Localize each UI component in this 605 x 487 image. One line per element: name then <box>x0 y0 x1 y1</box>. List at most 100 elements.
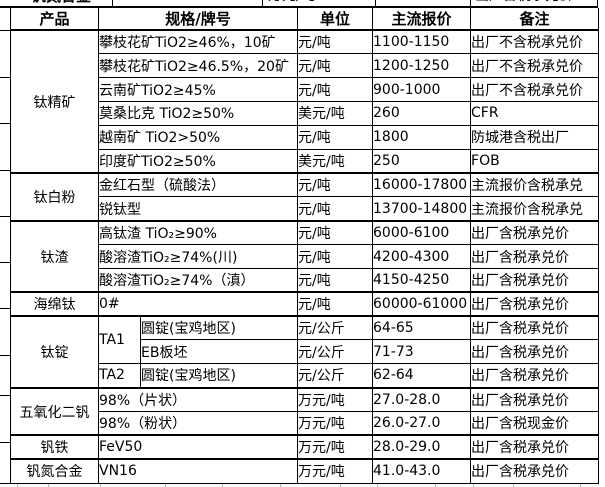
table-row: 越南矿 TiO2>50% 元/吨 1800 防城港含税出厂 <box>11 124 600 150</box>
note-cell: 防城港含税出厂 <box>470 124 600 150</box>
table-row: 钛锭 TA1 圆锭(宝鸡地区) 元/公斤 64-65 出厂含税承兑价 <box>10 315 600 389</box>
table-row: 钛渣 高钛渣 TiO₂≥90% 元/吨 6000-6100 出厂含税承兑价 <box>10 219 600 293</box>
price-cell: 4200-4300 <box>372 244 472 269</box>
column-line <box>165 484 166 487</box>
price-cell: 28.0-29.0 <box>372 434 472 460</box>
column-line <box>340 484 341 487</box>
note-cell: 出厂含税承兑价 <box>470 267 600 293</box>
note-cell: 出厂含税承兑价 <box>470 219 600 246</box>
price-cell: 41.0-43.0 <box>372 458 472 484</box>
spec-cell: 圆锭(宝鸡地区) <box>139 363 299 389</box>
previous-row-spec: VN16 <box>118 0 156 6</box>
spec-cell: 金红石型（硫酸法） <box>97 172 299 198</box>
cell-border <box>262 0 263 6</box>
left-table-stub <box>0 77 10 78</box>
spec-cell: 越南矿 TiO2>50% <box>97 124 299 150</box>
note-cell: 出厂含税承兑价 <box>470 458 600 484</box>
col-header-spec: 规格/牌号 <box>97 8 299 31</box>
product-cell: 钛锭 <box>10 315 99 389</box>
grade-cell: TA1 <box>98 315 141 365</box>
table-row: 印度矿TiO2≥50% 美元/吨 250 FOB <box>11 148 600 174</box>
product-cell: 海绵钛 <box>10 291 99 317</box>
unit-cell: 美元/吨 <box>297 101 374 126</box>
column-line <box>17 484 18 487</box>
note-cell: 出厂不含税承兑价 <box>470 77 600 103</box>
note-cell: 出厂含税现金价 <box>470 411 600 436</box>
table-row: 钛精矿 攀枝花矿TiO2≥46%，10矿 元/吨 1100-1150 出厂不含税承兑价 <box>10 28 600 174</box>
unit-cell: 元/吨 <box>297 267 374 293</box>
col-header-price: 主流报价 <box>372 8 472 31</box>
column-line <box>473 484 474 487</box>
price-cell: 64-65 <box>372 315 472 341</box>
previous-row-price: 41.0-43.0 <box>380 0 447 6</box>
cell-border <box>470 0 471 6</box>
table-row: TA2 圆锭(宝鸡地区) 元/公斤 62-64 出厂含税承兑价 <box>11 363 600 389</box>
unit-cell: 元/吨 <box>297 29 374 55</box>
left-table-stub <box>0 483 10 484</box>
unit-cell: 万元/吨 <box>297 458 374 484</box>
table-row: 五氧化二钒 98%（片状） 万元/吨 27.0-28.0 出厂含税承兑价 <box>10 386 600 436</box>
left-table-stub <box>0 442 10 443</box>
price-cell: 250 <box>372 148 472 174</box>
table-row: 海绵钛 0# 元/吨 60000-61000 出厂含税承兑价 <box>10 291 600 317</box>
spec-cell: 98%（片状） <box>97 386 299 412</box>
table-body: 钛精矿 攀枝花矿TiO2≥46%，10矿 元/吨 1100-1150 出厂不含税承兑价攀… <box>10 28 600 484</box>
price-cell: 900-1000 <box>372 77 472 103</box>
note-cell: 出厂不含税承兑价 <box>470 53 600 79</box>
unit-cell: 元/公斤 <box>297 363 374 389</box>
cell-border <box>597 0 598 6</box>
unit-cell: 元/吨 <box>297 291 374 317</box>
note-cell: 主流报价含税承兑 <box>470 172 600 198</box>
table-row: 98%（粉状） 万元/吨 26.0-27.0 出厂含税现金价 <box>11 411 600 436</box>
product-cell: 五氧化二钒 <box>10 386 99 436</box>
cell-border <box>375 0 376 6</box>
price-cell: 260 <box>372 101 472 126</box>
col-header-note: 备注 <box>470 8 600 31</box>
table-row: 云南矿TiO2≥45% 元/吨 900-1000 出厂不含税承兑价 <box>11 77 600 103</box>
unit-cell: 元/公斤 <box>297 339 374 365</box>
note-cell: 主流报价含税承兑 <box>470 196 600 222</box>
table-row: 攀枝花矿TiO2≥46.5%，20矿 元/吨 1200-1250 出厂不含税承兑价 <box>11 53 600 79</box>
spec-cell: EB板坯 <box>139 339 299 365</box>
spec-cell: FeV50 <box>97 434 299 460</box>
spec-cell: 98%（粉状） <box>97 411 299 436</box>
product-cell: 钛白粉 <box>10 172 99 222</box>
price-cell: 13700-14800 <box>372 196 472 222</box>
col-header-unit: 单位 <box>297 8 374 31</box>
previous-table-partial-row: 钒氮合金 VN16 万元/吨 41.0-43.0 出厂含税承兑价 <box>10 0 598 6</box>
table-separator-line <box>0 6 598 8</box>
spec-cell: 莫桑比克 TiO2≥50% <box>97 101 299 126</box>
previous-row-note: 出厂含税承兑价 <box>475 0 573 6</box>
price-cell: 1800 <box>372 124 472 150</box>
grade-cell: TA2 <box>98 363 141 389</box>
unit-cell: 元/吨 <box>297 219 374 246</box>
note-cell: FOB <box>470 148 600 174</box>
product-cell: 钒铁 <box>10 434 99 460</box>
price-cell: 62-64 <box>372 363 472 389</box>
price-cell: 1200-1250 <box>372 53 472 79</box>
price-cell: 26.0-27.0 <box>372 411 472 436</box>
spec-cell: 酸溶渣TiO₂≥74%(川) <box>97 244 299 269</box>
spec-cell: 印度矿TiO2≥50% <box>97 148 299 174</box>
column-line <box>377 484 378 487</box>
note-cell: 出厂含税承兑价 <box>470 363 600 389</box>
spec-cell: 酸溶渣TiO₂≥74%（滇） <box>97 267 299 293</box>
left-table-stub <box>0 355 10 356</box>
product-cell: 钛渣 <box>10 219 99 293</box>
note-cell: 出厂含税承兑价 <box>470 386 600 412</box>
price-table: 产品 规格/牌号 单位 主流报价 备注 钛精矿 攀枝花矿TiO2≥46%，10矿元… <box>10 8 600 484</box>
price-cell: 60000-61000 <box>372 291 472 317</box>
note-cell: CFR <box>470 101 600 126</box>
product-cell: 钛精矿 <box>10 28 99 174</box>
table-row: EB板坯 元/公斤 71-73 出厂含税承兑价 <box>11 339 600 365</box>
table-row: 钒铁 FeV50 万元/吨 28.0-29.0 出厂含税承兑价 <box>10 434 600 460</box>
table-row: 钒氮合金 VN16 万元/吨 41.0-43.0 出厂含税承兑价 <box>10 458 600 484</box>
unit-cell: 元/吨 <box>297 196 374 222</box>
unit-cell: 元/公斤 <box>297 315 374 341</box>
column-line <box>580 484 581 487</box>
unit-cell: 元/吨 <box>297 53 374 79</box>
left-table-stub <box>0 262 10 263</box>
table-row: 酸溶渣TiO₂≥74%（滇） 元/吨 4150-4250 出厂含税承兑价 <box>11 267 600 293</box>
table-row: 钛白粉 金红石型（硫酸法） 元/吨 16000-17800 主流报价含税承兑 <box>10 172 600 222</box>
